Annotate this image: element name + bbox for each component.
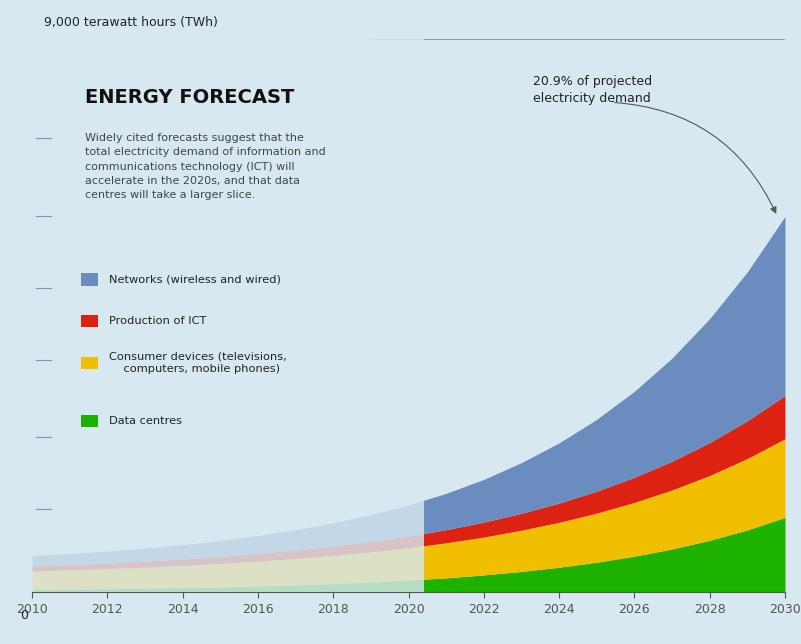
Text: Networks (wireless and wired): Networks (wireless and wired) bbox=[109, 274, 280, 285]
Bar bbox=[81, 315, 98, 327]
Text: Consumer devices (televisions,
    computers, mobile phones): Consumer devices (televisions, computers… bbox=[109, 351, 287, 374]
Text: 9,000 terawatt hours (TWh): 9,000 terawatt hours (TWh) bbox=[44, 16, 218, 29]
Bar bbox=[81, 274, 98, 286]
Text: Widely cited forecasts suggest that the
total electricity demand of information : Widely cited forecasts suggest that the … bbox=[85, 133, 325, 200]
Text: Data centres: Data centres bbox=[109, 416, 182, 426]
Text: 20.9% of projected
electricity demand: 20.9% of projected electricity demand bbox=[533, 75, 652, 104]
Bar bbox=[81, 415, 98, 427]
FancyBboxPatch shape bbox=[32, 39, 424, 592]
Text: ENERGY FORECAST: ENERGY FORECAST bbox=[85, 88, 294, 108]
Text: Production of ICT: Production of ICT bbox=[109, 316, 206, 326]
Bar bbox=[81, 357, 98, 369]
Text: 0: 0 bbox=[20, 609, 28, 622]
